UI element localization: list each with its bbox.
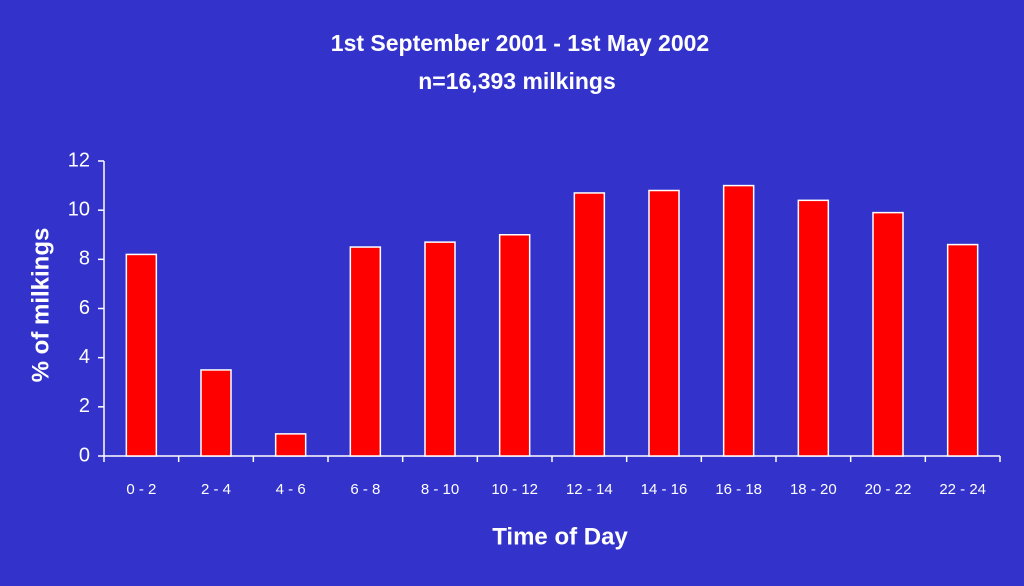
y-tick-label: 0 [79,444,90,466]
x-tick-label: 16 - 18 [715,481,762,498]
x-tick-label: 2 - 4 [201,481,231,498]
chart-subtitle: n=16,393 milkings [418,68,616,94]
x-tick-label: 8 - 10 [421,481,459,498]
x-tick-label: 10 - 12 [491,481,538,498]
bar [722,184,755,457]
bar [200,369,232,457]
y-tick-label: 12 [68,149,90,171]
bar [424,241,456,457]
x-tick-label: 18 - 20 [790,481,837,498]
y-tick-label: 2 [79,395,90,417]
bar [872,211,904,457]
bar [349,246,382,457]
x-tick-label: 4 - 6 [276,481,306,498]
x-tick-label: 22 - 24 [939,481,986,498]
chart-title: 1st September 2001 - 1st May 2002 [331,30,709,56]
bar [573,192,606,457]
x-tick-label: 14 - 16 [641,481,688,498]
x-tick-label: 20 - 22 [865,481,912,498]
bar [498,234,531,457]
bar [797,199,830,457]
y-tick-label: 6 [79,297,90,319]
bar [648,189,680,457]
x-tick-label: 12 - 14 [566,481,613,498]
y-axis-title: % of milkings [27,228,54,383]
y-tick-label: 4 [79,346,90,368]
x-tick-label: 0 - 2 [126,481,156,498]
bar [274,433,307,457]
y-tick-label: 10 [68,198,90,220]
bar [125,253,158,457]
x-tick-label: 6 - 8 [350,481,380,498]
y-tick-label: 8 [79,248,90,270]
bar [946,243,979,457]
x-axis-title: Time of Day [492,523,628,550]
